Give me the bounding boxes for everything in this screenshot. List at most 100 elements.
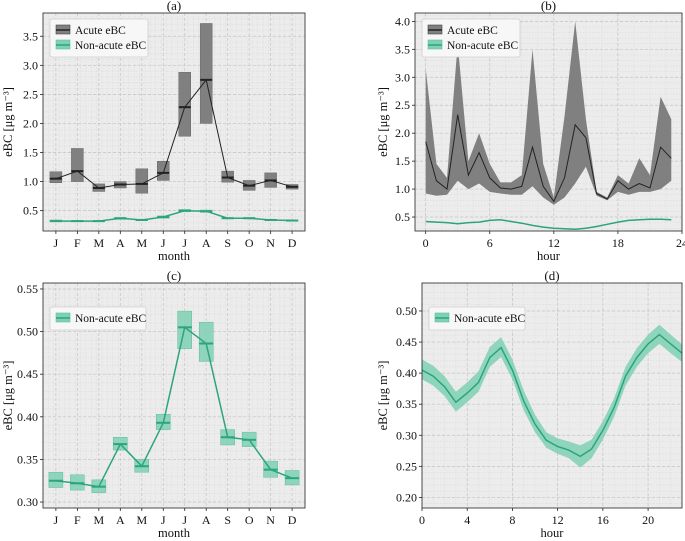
x-tick-label: 0 <box>419 513 425 527</box>
legend-box <box>428 306 526 331</box>
series-line-acute <box>55 78 293 189</box>
plot-area <box>422 324 682 468</box>
y-tick-label: 0.5 <box>23 204 38 218</box>
panel-a: 0.51.01.52.02.53.03.5J F M A M J J A S O N D(a)mont… <box>1 0 306 263</box>
legend-label: Non-acute eBC <box>75 40 147 52</box>
x-tick-label: A <box>202 513 211 527</box>
legend-label: Acute eBC <box>447 25 498 37</box>
x-tick-label: 24 <box>676 236 685 250</box>
x-axis: 0 6 12 18 24 <box>423 231 685 250</box>
legend: Non-acute eBC <box>428 306 526 331</box>
x-tick-label: M <box>136 513 147 527</box>
x-tick-label: S <box>224 513 231 527</box>
plot-area <box>425 21 672 231</box>
x-tick-label: J <box>161 513 166 527</box>
x-tick-label: O <box>245 236 254 250</box>
y-tick-label: 0.45 <box>396 335 417 349</box>
x-axis-label: hour <box>541 526 565 540</box>
legend: Non-acute eBC <box>49 306 147 331</box>
y-tick-label: 0.30 <box>17 495 38 509</box>
y-axis-label: eBC [μg m⁻³] <box>376 87 390 157</box>
y-tick-label: 3.0 <box>23 58 38 72</box>
y-tick-label: 1.5 <box>395 154 410 168</box>
y-tick-label: 2.5 <box>395 98 410 112</box>
legend-label: Non-acute eBC <box>75 313 147 325</box>
legend: Acute eBC Non-acute eBC <box>421 18 521 58</box>
legend-label: Acute eBC <box>75 25 126 37</box>
x-tick-label: 12 <box>548 236 560 250</box>
x-tick-label: J <box>54 513 59 527</box>
plot-frame <box>414 12 683 232</box>
y-axis: 0.5 1.0 1.5 2.0 2.5 3.0 3.5 4.0 <box>395 14 415 224</box>
plot-frame <box>42 282 306 509</box>
x-tick-label: 20 <box>642 513 654 527</box>
y-tick-label: 3.5 <box>395 42 410 56</box>
x-axis: 0 4 8 12 16 20 <box>419 508 654 527</box>
x-tick-label: J <box>161 236 166 250</box>
x-tick-label: F <box>74 513 81 527</box>
y-tick-label: 3.5 <box>23 29 38 43</box>
panel-b: 0.5 1.0 1.5 2.0 2.5 3.0 3.5 4.0 0 6 12 18 24 (b) hour e… <box>376 0 685 263</box>
y-tick-label: 0.35 <box>17 452 38 466</box>
y-tick-label: 0.50 <box>396 304 417 318</box>
y-axis: 0.20 0.25 0.30 0.35 0.40 0.45 0.50 <box>396 304 422 504</box>
x-tick-label: A <box>116 513 125 527</box>
range-box-acute <box>178 72 191 137</box>
y-tick-label: 0.45 <box>17 367 38 381</box>
y-tick-label: 2.0 <box>395 126 410 140</box>
x-tick-label: D <box>288 236 297 250</box>
range-box-nonacute <box>198 321 214 362</box>
range-box-acute <box>71 148 84 182</box>
y-axis-label: eBC [μg m⁻³] <box>1 361 15 431</box>
x-axis-label: month <box>158 526 191 540</box>
legend-box <box>49 306 147 331</box>
x-tick-label: 16 <box>597 513 609 527</box>
range-box-acute <box>49 171 63 183</box>
x-tick-label: J <box>54 236 59 250</box>
x-tick-label: O <box>245 513 254 527</box>
x-tick-label: 6 <box>487 236 493 250</box>
x-tick-label: M <box>94 513 105 527</box>
y-tick-label: 0.40 <box>17 410 38 424</box>
x-tick-label: M <box>94 236 105 250</box>
y-tick-label: 0.55 <box>17 282 38 296</box>
panel-label: (b) <box>541 0 556 13</box>
x-tick-label: 4 <box>464 513 470 527</box>
panel-label: (a) <box>167 0 181 13</box>
x-tick-label: J <box>182 513 187 527</box>
series-line-nonacute <box>422 333 682 458</box>
range-box-acute <box>199 23 213 124</box>
series-line-nonacute <box>425 218 672 231</box>
y-axis: 0.30 0.35 0.40 0.45 0.50 0.55 <box>17 282 43 509</box>
x-tick-label: A <box>202 236 211 250</box>
range-box-acute <box>135 168 149 194</box>
range-band-acute <box>425 21 672 205</box>
y-axis: 0.5 1.0 1.5 2.0 2.5 3.0 3.5 <box>23 29 43 218</box>
y-axis-label: eBC [μg m⁻³] <box>1 87 15 157</box>
x-tick-label: F <box>74 236 81 250</box>
y-tick-label: 0.35 <box>396 397 417 411</box>
legend: Acute eBC Non-acute eBC <box>49 18 149 58</box>
y-tick-label: 1.0 <box>395 182 410 196</box>
y-tick-label: 1.0 <box>23 175 38 189</box>
x-axis-label: hour <box>537 249 561 263</box>
plot-frame <box>42 12 306 232</box>
series-line-nonacute <box>55 326 293 488</box>
y-tick-label: 1.5 <box>23 146 38 160</box>
panel-label: (c) <box>167 268 181 283</box>
series-line-acute <box>425 114 672 203</box>
x-axis-label: month <box>158 249 191 263</box>
legend-label: Non-acute eBC <box>447 40 519 52</box>
plot-frame <box>421 282 683 509</box>
legend-box <box>49 18 149 58</box>
y-tick-label: 0.30 <box>396 428 417 442</box>
x-tick-label: 12 <box>552 513 564 527</box>
panel-d: 0.20 0.25 0.30 0.35 0.40 0.45 0.50 0 4 8 12 16 20 (d)… <box>376 268 683 540</box>
x-tick-label: 0 <box>423 236 429 250</box>
panel-label: (d) <box>544 268 559 283</box>
y-tick-label: 3.0 <box>395 70 410 84</box>
y-tick-label: 0.25 <box>396 459 417 473</box>
range-box-acute <box>157 160 170 181</box>
